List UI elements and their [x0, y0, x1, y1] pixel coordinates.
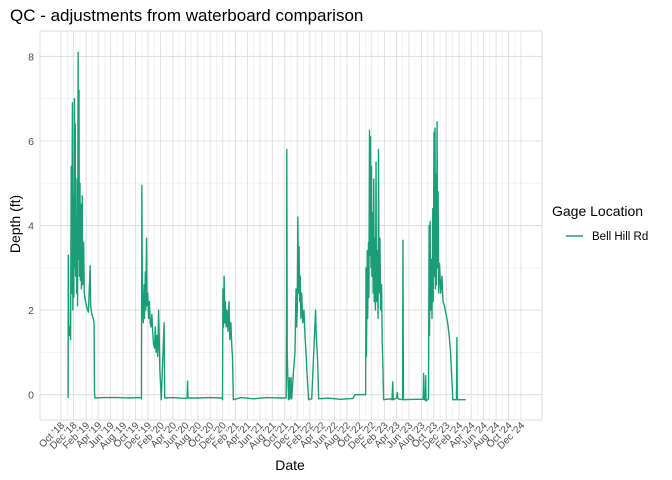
x-axis-title: Date [275, 457, 305, 473]
legend-label-bell-hill-rd: Bell Hill Rd [592, 231, 648, 243]
y-tick-label: 8 [28, 51, 34, 63]
gridlines [39, 30, 543, 421]
y-tick-labels: 0 2 4 6 8 [28, 51, 34, 401]
y-tick-label: 2 [28, 305, 34, 317]
series-line-bell-hill-rd [67, 51, 466, 402]
series-lines [67, 51, 466, 402]
y-axis-title: Depth (ft) [7, 195, 23, 253]
legend: Gage Location Bell Hill Rd [552, 203, 648, 243]
panel-border [39, 30, 543, 421]
y-tick-label: 4 [28, 221, 34, 233]
legend-title: Gage Location [552, 203, 643, 219]
y-tick-label: 0 [28, 390, 34, 402]
y-tick-label: 6 [28, 136, 34, 148]
chart-title: QC - adjustments from waterboard compari… [10, 6, 363, 25]
